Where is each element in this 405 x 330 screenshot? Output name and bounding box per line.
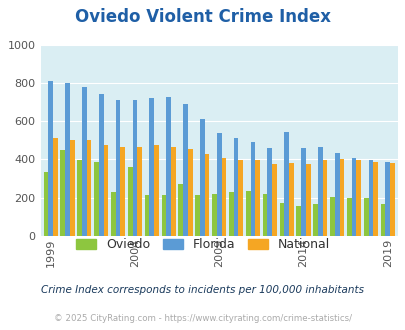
Bar	[94, 162, 99, 236]
Bar	[115, 100, 120, 236]
Bar	[188, 149, 192, 236]
Bar	[288, 163, 293, 236]
Bar	[166, 97, 171, 236]
Bar	[339, 159, 343, 236]
Bar	[65, 83, 70, 236]
Bar	[334, 153, 339, 236]
Bar	[384, 162, 389, 236]
Bar	[178, 184, 183, 236]
Bar	[238, 160, 243, 236]
Bar	[279, 203, 283, 236]
Bar	[351, 158, 356, 236]
Bar	[149, 98, 154, 236]
Bar	[271, 164, 276, 236]
Bar	[267, 148, 271, 236]
Bar	[128, 167, 132, 236]
Bar	[212, 194, 216, 236]
Legend: Oviedo, Florida, National: Oviedo, Florida, National	[71, 233, 334, 256]
Bar	[120, 147, 125, 236]
Bar	[313, 204, 317, 236]
Bar	[77, 160, 82, 236]
Text: © 2025 CityRating.com - https://www.cityrating.com/crime-statistics/: © 2025 CityRating.com - https://www.city…	[54, 314, 351, 323]
Bar	[346, 198, 351, 236]
Bar	[329, 197, 334, 236]
Bar	[103, 145, 108, 236]
Bar	[183, 104, 188, 236]
Bar	[60, 150, 65, 236]
Bar	[389, 163, 394, 236]
Bar	[250, 142, 255, 236]
Bar	[161, 195, 166, 236]
Bar	[380, 204, 384, 236]
Bar	[132, 100, 137, 236]
Bar	[262, 194, 267, 236]
Bar	[284, 132, 288, 236]
Text: Oviedo Violent Crime Index: Oviedo Violent Crime Index	[75, 8, 330, 26]
Bar	[356, 160, 360, 236]
Bar	[363, 198, 368, 236]
Bar	[228, 192, 233, 236]
Bar	[301, 148, 305, 236]
Bar	[43, 172, 48, 236]
Bar	[255, 160, 259, 236]
Bar	[216, 133, 221, 236]
Bar	[137, 147, 142, 236]
Bar	[204, 154, 209, 236]
Bar	[372, 162, 377, 236]
Bar	[48, 81, 53, 236]
Bar	[245, 191, 250, 236]
Bar	[195, 195, 200, 236]
Bar	[221, 158, 226, 236]
Bar	[305, 164, 310, 236]
Bar	[322, 160, 326, 236]
Bar	[368, 160, 372, 236]
Bar	[82, 87, 87, 236]
Bar	[296, 206, 301, 236]
Bar	[154, 145, 158, 236]
Bar	[317, 147, 322, 236]
Bar	[233, 138, 238, 236]
Bar	[145, 195, 149, 236]
Bar	[200, 119, 204, 236]
Bar	[171, 147, 175, 236]
Bar	[53, 138, 58, 236]
Bar	[111, 192, 115, 236]
Bar	[70, 140, 75, 236]
Bar	[99, 94, 103, 236]
Bar	[87, 140, 91, 236]
Text: Crime Index corresponds to incidents per 100,000 inhabitants: Crime Index corresponds to incidents per…	[41, 285, 364, 295]
